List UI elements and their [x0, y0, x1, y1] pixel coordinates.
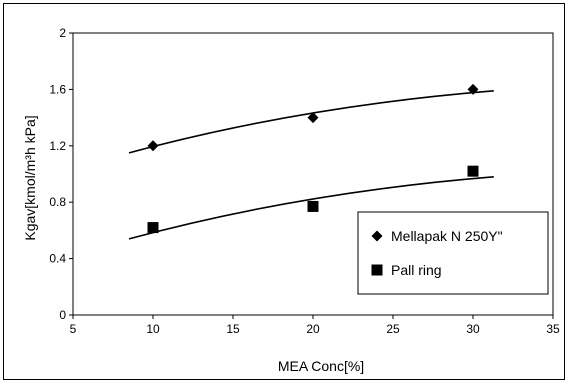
y-tick-label: 0.8	[49, 195, 66, 209]
x-tick-label: 10	[146, 322, 160, 336]
diamond-marker	[147, 140, 159, 152]
legend-box	[357, 211, 549, 295]
y-tick-label: 0	[59, 308, 66, 322]
square-marker	[307, 200, 319, 212]
legend: Mellapak N 250Y" Pall ring	[357, 211, 549, 295]
square-marker	[147, 222, 159, 234]
trend-line	[128, 90, 494, 154]
x-tick-label: 25	[386, 322, 400, 336]
legend-entry: Mellapak N 250Y"	[391, 228, 503, 244]
series-layer	[128, 83, 494, 240]
trend-line	[128, 176, 494, 240]
y-tick-labels: 0 0.4 0.8 1.2 1.6 2	[49, 26, 73, 322]
y-axis-label: Kgav[kmol/m³h kPa]	[22, 115, 38, 240]
diamond-marker	[307, 112, 319, 124]
x-tick-label: 15	[226, 322, 240, 336]
x-tick-label: 30	[466, 322, 480, 336]
x-tick-label: 35	[546, 322, 560, 336]
y-tick-label: 1.6	[49, 82, 66, 96]
x-tick-labels: 5 10 15 20 25 30 35	[70, 315, 560, 336]
diamond-marker	[467, 83, 479, 95]
y-tick-label: 2	[59, 26, 66, 40]
square-marker	[371, 264, 383, 276]
y-tick-label: 1.2	[49, 139, 66, 153]
chart-frame	[3, 3, 565, 380]
x-axis-label: MEA Conc[%]	[278, 358, 364, 374]
legend-entry: Pall ring	[391, 262, 442, 278]
diamond-marker	[371, 230, 383, 242]
x-tick-label: 20	[306, 322, 320, 336]
y-tick-label: 0.4	[49, 252, 66, 266]
square-marker	[467, 165, 479, 177]
x-tick-label: 5	[70, 322, 77, 336]
